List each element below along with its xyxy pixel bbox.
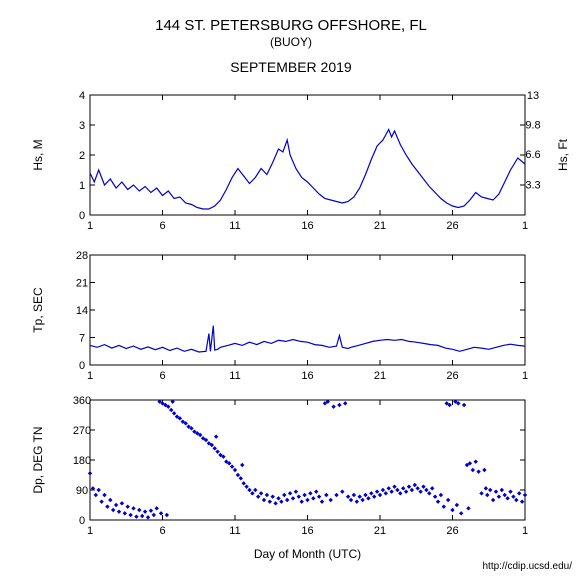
hs-ylabel-left: Hs, M — [31, 139, 45, 170]
chart-svg: 144 ST. PETERSBURG OFFSHORE, FL(BUOY) SEP… — [0, 0, 582, 581]
dp-ylabel-left: Dp, DEG TN — [31, 426, 45, 493]
tp-xtick: 6 — [159, 370, 165, 382]
tp-xtick: 1 — [522, 370, 528, 382]
dp-xtick: 1 — [522, 525, 528, 537]
hs-ytick: 1 — [79, 180, 85, 192]
dp-xtick: 16 — [301, 525, 313, 537]
month-title: SEPTEMBER 2019 — [230, 59, 352, 75]
hs-xtick: 21 — [374, 220, 386, 232]
tp-ytick: 21 — [76, 278, 88, 290]
hs-ytick: 3 — [79, 120, 85, 132]
dp-ytick: 360 — [73, 395, 91, 407]
footer-link: http://cdip.ucsd.edu/ — [482, 561, 572, 572]
hs-ytick-r: 9.8 — [525, 120, 540, 132]
hs-ytick: 4 — [79, 90, 85, 102]
chart-container: 144 ST. PETERSBURG OFFSHORE, FL(BUOY) SEP… — [0, 0, 582, 581]
hs-series — [90, 130, 525, 210]
hs-xtick: 11 — [229, 220, 240, 232]
dp-ytick: 0 — [79, 515, 85, 527]
dp-xtick: 21 — [374, 525, 386, 537]
hs-ytick-r: 13 — [527, 90, 539, 102]
tp-frame — [90, 255, 525, 365]
tp-ytick: 28 — [76, 250, 88, 262]
hs-ytick-r: 6.6 — [525, 149, 540, 161]
dp-ytick: 90 — [76, 485, 88, 497]
tp-xtick: 1 — [87, 370, 93, 382]
hs-ytick: 2 — [79, 150, 85, 162]
hs-xtick: 6 — [159, 220, 165, 232]
tp-ytick: 0 — [79, 360, 85, 372]
hs-xtick: 26 — [446, 220, 458, 232]
tp-ytick: 14 — [76, 305, 88, 317]
dp-ytick: 180 — [73, 455, 91, 467]
xlabel: Day of Month (UTC) — [254, 547, 361, 561]
sub-title: (BUOY) — [270, 35, 312, 49]
dp-xtick: 26 — [446, 525, 458, 537]
hs-ytick: 0 — [79, 210, 85, 222]
hs-xtick: 16 — [301, 220, 313, 232]
tp-xtick: 26 — [446, 370, 458, 382]
hs-frame — [90, 95, 525, 215]
hs-xtick: 1 — [522, 220, 528, 232]
dp-ytick: 270 — [73, 425, 91, 437]
dp-xtick: 6 — [159, 525, 165, 537]
dp-xtick: 11 — [229, 525, 240, 537]
tp-ytick: 7 — [79, 333, 85, 345]
tp-xtick: 16 — [301, 370, 313, 382]
hs-xtick: 1 — [87, 220, 93, 232]
hs-ylabel-right: Hs, Ft — [556, 138, 570, 171]
tp-xtick: 21 — [374, 370, 386, 382]
tp-series — [90, 326, 525, 352]
tp-xtick: 11 — [229, 370, 240, 382]
tp-ylabel-left: Tp, SEC — [31, 287, 45, 333]
main-title: 144 ST. PETERSBURG OFFSHORE, FL — [155, 17, 427, 34]
hs-ytick-r: 3.3 — [525, 180, 540, 192]
dp-series — [88, 399, 527, 519]
dp-xtick: 1 — [87, 525, 93, 537]
